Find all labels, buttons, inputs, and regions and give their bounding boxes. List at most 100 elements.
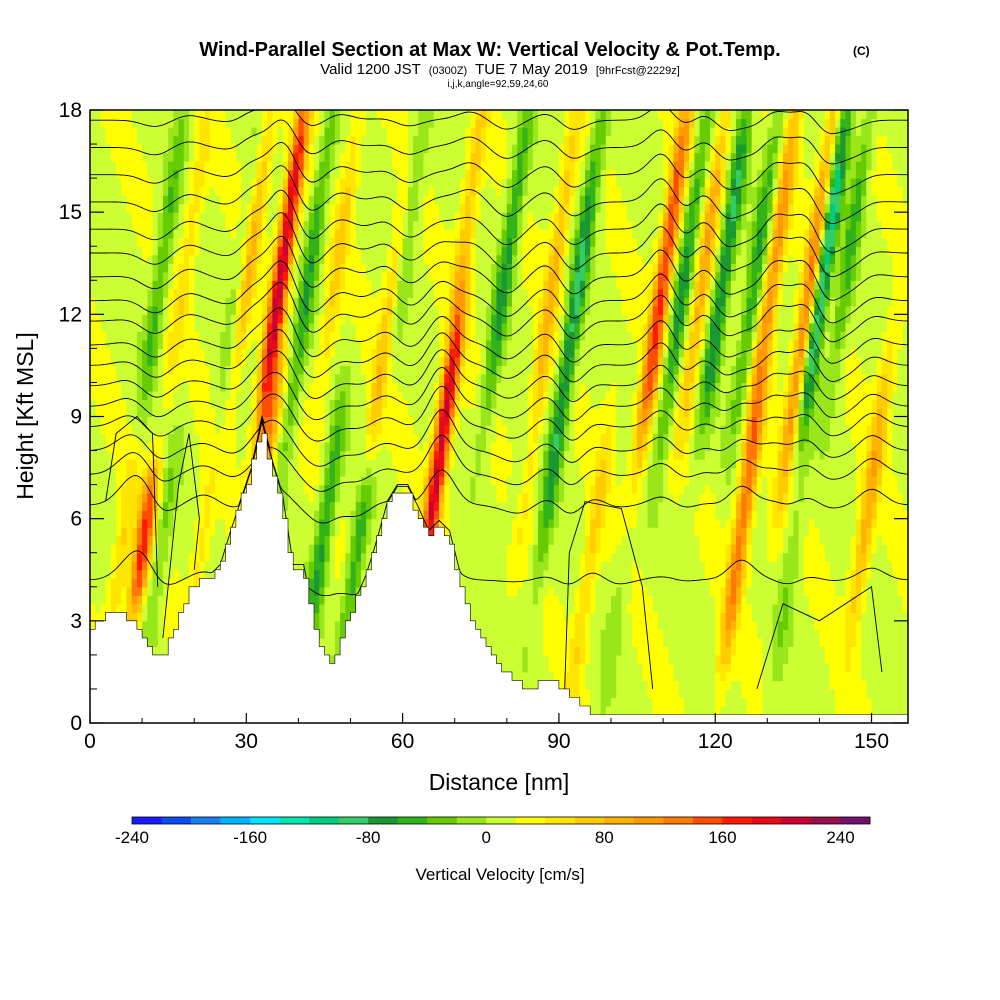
velocity-cell	[131, 229, 138, 435]
velocity-cell	[303, 178, 310, 205]
velocity-cell	[741, 229, 748, 290]
velocity-cell	[319, 161, 326, 230]
velocity-cell	[756, 493, 763, 639]
velocity-cell	[215, 110, 221, 196]
velocity-cell	[538, 561, 544, 588]
theta-contour	[90, 119, 908, 165]
velocity-cell	[782, 152, 789, 171]
velocity-cell	[433, 493, 440, 503]
velocity-cell	[329, 169, 336, 205]
velocity-cell	[710, 144, 716, 162]
velocity-cell	[710, 110, 716, 128]
velocity-cell	[329, 356, 336, 401]
velocity-cell	[386, 356, 393, 452]
velocity-cell	[746, 331, 753, 349]
velocity-cell	[574, 186, 581, 213]
velocity-cell	[287, 263, 294, 281]
velocity-cell	[298, 373, 305, 392]
theta-contour	[90, 385, 908, 442]
velocity-cell	[756, 459, 763, 477]
velocity-cell	[777, 152, 784, 162]
velocity-cell	[376, 288, 383, 324]
velocity-cell	[366, 407, 372, 435]
velocity-cell	[809, 178, 815, 205]
velocity-cell	[683, 110, 690, 120]
velocity-cell	[230, 110, 237, 145]
velocity-cell	[793, 356, 800, 375]
velocity-cell	[230, 237, 237, 290]
velocity-cell	[314, 110, 320, 137]
velocity-cell	[147, 484, 154, 494]
velocity-cell	[678, 135, 685, 179]
velocity-cell	[704, 144, 711, 162]
velocity-cell	[855, 544, 862, 596]
velocity-cell	[209, 186, 216, 409]
velocity-cell	[824, 186, 831, 196]
velocity-cell	[220, 212, 227, 332]
velocity-cell	[673, 390, 680, 409]
velocity-cell	[543, 390, 550, 409]
velocity-cell	[741, 578, 748, 596]
velocity-cell	[256, 365, 263, 384]
velocity-cell	[543, 595, 550, 656]
velocity-cell	[178, 297, 185, 315]
velocity-cell	[444, 425, 451, 435]
velocity-cell	[475, 476, 482, 639]
velocity-cell	[829, 297, 836, 324]
velocity-cell	[538, 356, 544, 375]
velocity-cell	[439, 484, 445, 494]
velocity-cell	[720, 203, 727, 213]
velocity-cell	[621, 110, 628, 205]
velocity-cell	[444, 476, 451, 486]
velocity-cell	[876, 501, 883, 537]
velocity-cell	[454, 305, 461, 315]
velocity-cell	[168, 237, 174, 264]
velocity-cell	[293, 263, 300, 298]
velocity-cell	[173, 365, 180, 392]
velocity-cell	[647, 331, 654, 349]
velocity-cell	[246, 348, 253, 426]
velocity-cell	[371, 442, 378, 460]
velocity-cell	[605, 135, 612, 171]
velocity-cell	[293, 203, 300, 213]
velocity-cell	[293, 118, 300, 128]
velocity-cell	[584, 169, 591, 188]
velocity-cell	[647, 697, 654, 723]
velocity-cell	[110, 365, 117, 469]
velocity-cell	[861, 237, 867, 375]
velocity-cell	[668, 203, 675, 247]
velocity-cell	[715, 118, 722, 137]
colorbar-swatch	[191, 817, 221, 824]
velocity-cell	[803, 229, 810, 247]
velocity-cell	[866, 169, 873, 384]
velocity-cell	[444, 399, 451, 418]
velocity-cell	[532, 476, 539, 545]
velocity-cell	[663, 246, 669, 281]
velocity-cell	[642, 382, 649, 409]
velocity-cell	[428, 280, 435, 418]
velocity-cell	[762, 476, 768, 723]
velocity-cell	[777, 510, 784, 528]
velocity-cell	[142, 578, 148, 588]
velocity-cell	[616, 186, 623, 290]
velocity-cell	[814, 178, 821, 188]
w-zero-contour	[563, 501, 654, 707]
velocity-cell	[449, 229, 456, 264]
velocity-cell	[371, 459, 378, 477]
velocity-cell	[496, 110, 503, 196]
velocity-cell	[501, 339, 508, 367]
velocity-cell	[282, 322, 289, 367]
velocity-cell	[152, 110, 159, 256]
velocity-cell	[241, 365, 247, 460]
velocity-cell	[803, 373, 810, 384]
velocity-cell	[678, 263, 685, 273]
velocity-cell	[631, 425, 638, 494]
velocity-cell	[756, 169, 763, 188]
velocity-cell	[751, 527, 758, 622]
velocity-cell	[798, 356, 805, 367]
velocity-cell	[835, 161, 841, 171]
velocity-cell	[131, 459, 138, 528]
velocity-cell	[673, 220, 680, 230]
terrain-mask	[90, 433, 908, 723]
velocity-cell	[267, 288, 273, 298]
